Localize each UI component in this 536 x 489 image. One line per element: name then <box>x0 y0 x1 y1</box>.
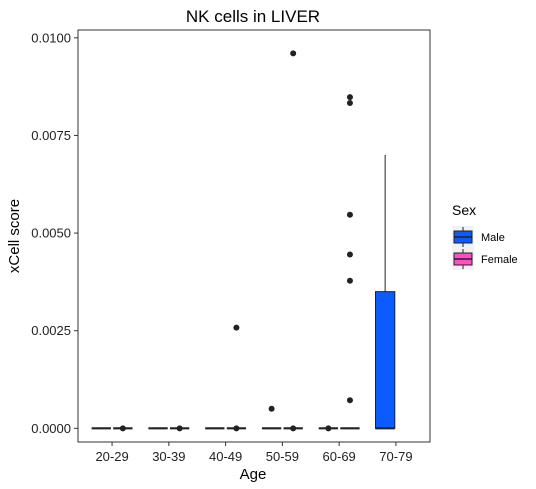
x-tick-label: 50-59 <box>266 449 299 464</box>
outlier-point <box>346 100 353 107</box>
x-axis-title: Age <box>240 466 267 483</box>
outlier-point <box>325 425 332 432</box>
chart-title: NK cells in LIVER <box>186 7 320 26</box>
outlier-point <box>233 425 240 432</box>
legend: Sex Male Female <box>452 202 518 270</box>
outlier-point <box>346 94 353 101</box>
outlier-point <box>346 251 353 258</box>
y-axis-title: xCell score <box>6 199 23 273</box>
outlier-point <box>346 211 353 218</box>
x-tick-label: 30-39 <box>152 449 185 464</box>
box-male-70-79 <box>374 291 396 429</box>
plot-panel <box>77 29 431 443</box>
box-groups <box>91 50 396 432</box>
y-tick-label: 0.0075 <box>31 128 71 143</box>
outlier-point <box>290 425 297 432</box>
x-tick-label: 40-49 <box>209 449 242 464</box>
x-tick-label: 60-69 <box>323 449 356 464</box>
legend-label-female: Female <box>481 254 518 266</box>
outlier-point <box>346 397 353 404</box>
x-axis: 20-29 30-39 40-49 50-59 60-69 70-79 <box>95 442 413 464</box>
outlier-point <box>290 50 297 57</box>
x-tick-label: 20-29 <box>95 449 128 464</box>
outlier-point <box>346 277 353 284</box>
y-tick-label: 0.0100 <box>31 30 71 45</box>
legend-title: Sex <box>452 202 476 218</box>
outlier-point <box>268 405 275 412</box>
y-tick-label: 0.0000 <box>31 421 71 436</box>
outlier-point <box>176 425 183 432</box>
y-axis: 0.0000 0.0025 0.0050 0.0075 0.0100 <box>31 30 78 436</box>
outlier-point <box>233 324 240 331</box>
y-tick-label: 0.0025 <box>31 323 71 338</box>
outlier-point <box>119 425 126 432</box>
x-tick-label: 70-79 <box>379 449 412 464</box>
y-tick-label: 0.0050 <box>31 226 71 241</box>
legend-label-male: Male <box>481 232 505 244</box>
